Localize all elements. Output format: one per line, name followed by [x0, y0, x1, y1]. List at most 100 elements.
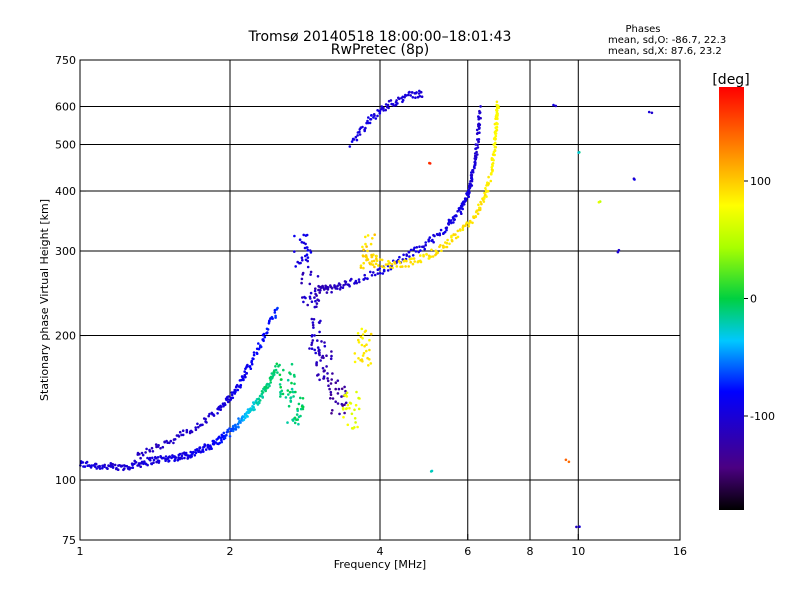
point-s0-7-5-1	[198, 446, 201, 450]
point-s0-14-7-0	[274, 368, 278, 372]
point-s1-0-1-1	[138, 452, 141, 456]
point-s4-1-9-0	[382, 106, 385, 110]
point-s2-4-8-0	[422, 245, 425, 248]
point-s5-7-21	[355, 390, 358, 394]
point-s4-1-2-1	[370, 114, 373, 117]
point-s5-1-0	[316, 275, 320, 278]
point-s2-6-3-1	[452, 221, 455, 224]
point-s4-3-1-1	[407, 93, 410, 97]
point-s5-2-1	[313, 334, 316, 337]
point-s1-6-5-0	[255, 351, 259, 355]
point-s2-2-9-0	[376, 272, 380, 275]
point-s0-0-7-0	[94, 465, 97, 469]
point-s5-5-20	[279, 385, 283, 389]
point-s3-0-8-1	[382, 266, 386, 269]
point-s3-4-8-1	[471, 221, 474, 225]
point-s1-1-6-0	[181, 429, 185, 433]
point-s5-6-4	[301, 407, 305, 411]
point-s6-1-1	[577, 151, 580, 154]
point-s5-8-9	[360, 343, 364, 347]
point-s3-4-6-1	[467, 225, 471, 228]
point-s3-0-6-0	[378, 258, 382, 261]
point-s2-10-4-0	[476, 153, 479, 156]
point-s2-3-3-0	[386, 269, 390, 272]
point-s2-2-9-1	[376, 268, 380, 272]
point-s2-2-7-0	[370, 274, 374, 277]
point-s5-0-25	[304, 242, 307, 246]
point-s0-9-5-1	[222, 431, 226, 435]
point-s3-4-5-1	[464, 224, 467, 227]
point-s3-5-5-0	[478, 208, 482, 212]
point-s2-5-1-1	[428, 236, 432, 239]
point-s2-7-8-1	[463, 197, 467, 200]
point-s5-4-3	[329, 397, 332, 400]
point-s3-1-5-1	[401, 265, 404, 268]
point-s5-9-0	[362, 266, 365, 270]
point-s4-2-4-1	[392, 104, 396, 107]
y-tick-label-100: 100	[55, 474, 76, 487]
point-s4-3-5-1	[414, 96, 417, 99]
point-s0-6-5-1	[186, 456, 190, 460]
point-s0-4-3-0	[156, 456, 160, 459]
point-s2-0-8-1	[327, 286, 330, 289]
point-s5-4-13	[344, 389, 347, 393]
point-s0-4-8-1	[164, 455, 168, 458]
point-s0-1-8-0	[113, 463, 117, 467]
point-s5-0-9	[293, 250, 296, 253]
point-s5-9-27	[364, 255, 368, 258]
point-s0-3-3-1	[139, 462, 143, 465]
point-s0-11-6-1	[244, 416, 247, 420]
point-s5-8-10	[356, 332, 360, 335]
point-s1-0-9-1	[163, 440, 166, 444]
point-s3-5-9-0	[483, 197, 486, 200]
point-s3-1-1-1	[390, 263, 394, 266]
point-s5-9-8	[364, 242, 367, 246]
point-s5-4-23	[334, 387, 338, 391]
point-s5-9-1	[366, 234, 370, 237]
point-s3-3-8-1	[450, 234, 453, 238]
point-s1-6-1-0	[250, 359, 254, 363]
point-s5-8-25	[360, 358, 364, 361]
point-s5-9-20	[365, 245, 368, 248]
point-s3-0-7-0	[380, 258, 384, 262]
point-s5-7-17	[357, 396, 360, 400]
point-s5-6-25	[297, 415, 301, 419]
point-s0-14-3-1	[270, 377, 273, 380]
point-s5-9-16	[370, 260, 374, 263]
data-points	[79, 89, 654, 529]
point-s5-1-24	[309, 273, 312, 276]
point-s6-0-0	[552, 103, 555, 107]
point-s0-2-8-1	[131, 466, 135, 470]
point-s0-4-1-0	[152, 461, 155, 465]
point-s3-9-9-0	[495, 100, 499, 104]
point-s2-10-5-1	[475, 150, 478, 154]
point-s5-4-14	[329, 393, 333, 397]
point-s1-3-1-1	[217, 407, 221, 411]
point-s6-8-1	[578, 525, 581, 528]
point-s1-1-1-0	[169, 439, 173, 443]
point-s3-3-6-0	[446, 238, 449, 242]
point-s3-0-7-1	[380, 265, 384, 268]
point-s2-10-9-1	[477, 138, 481, 141]
point-s4-1-0-0	[367, 116, 370, 119]
point-s5-2-21	[310, 335, 314, 338]
point-s5-1-18	[313, 296, 316, 299]
point-s0-11-4-0	[242, 418, 246, 422]
point-s0-2-4-1	[125, 464, 129, 468]
point-s1-3-6-0	[223, 402, 226, 405]
point-s5-9-15	[375, 257, 378, 261]
point-s5-1-25	[314, 299, 317, 303]
point-s4-2-6-0	[395, 99, 398, 102]
point-s5-3-25	[315, 362, 318, 366]
point-s5-2-5	[311, 321, 315, 324]
point-s2-0-5-1	[322, 286, 325, 290]
point-s0-9-6-0	[223, 436, 227, 440]
point-s3-2-5-1	[425, 252, 428, 256]
point-s2-9-7-0	[471, 169, 474, 172]
point-s0-14-0-1	[267, 383, 271, 386]
x-tick-label-10: 10	[571, 545, 585, 558]
point-s5-9-9	[366, 249, 369, 253]
point-s5-1-13	[301, 273, 305, 276]
point-s4-0-2-0	[354, 135, 358, 139]
point-s5-6-8	[293, 421, 297, 425]
